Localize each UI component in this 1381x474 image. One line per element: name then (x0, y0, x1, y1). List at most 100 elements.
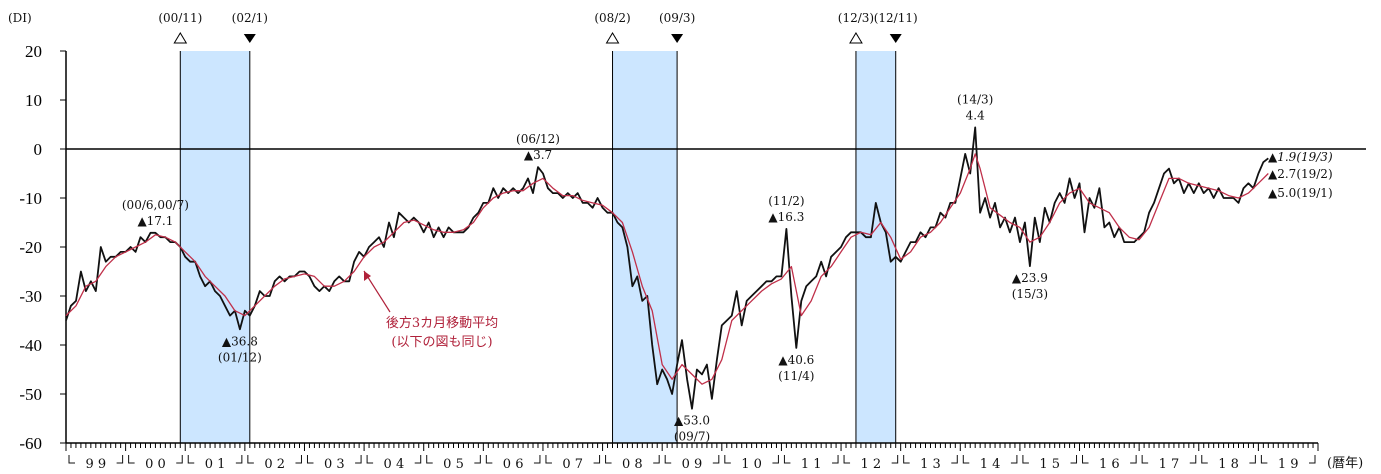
year-bracket-right (533, 455, 541, 464)
year-bracket-left (843, 455, 851, 464)
annotation: ▲36.8 (01/12) (218, 334, 262, 364)
annotation-value: ▲40.6 (778, 353, 814, 367)
trough-date-label: (02/1) (232, 11, 268, 25)
annotation-value: ▲16.3 (768, 210, 804, 224)
year-bracket-right (832, 455, 839, 464)
annotation-date: (11/4) (778, 369, 814, 383)
annotation-date: (11/2) (768, 194, 804, 208)
y-tick-label: -60 (19, 434, 42, 453)
y-tick-label: 20 (25, 42, 42, 61)
year-bracket-right (235, 455, 243, 464)
x-year-label-group: 1 5 (1022, 455, 1078, 472)
year-bracket-right (653, 455, 660, 464)
year-bracket-left (426, 455, 433, 464)
year-bracket-right (1189, 455, 1197, 464)
x-year-label: 0 8 (622, 457, 643, 472)
x-year-label-group: 1 4 (962, 455, 1018, 472)
x-year-label: 0 9 (682, 457, 703, 472)
peak-marker-icon (173, 32, 188, 44)
x-year-label: 0 1 (205, 457, 226, 472)
x-year-label-group: 0 6 (485, 455, 541, 472)
year-bracket-right (355, 455, 362, 464)
annotation-value: ▲3.7 (524, 148, 552, 162)
trough-date-label: (09/3) (659, 11, 695, 25)
x-year-label-group: 0 5 (426, 455, 481, 472)
annotation-value: ▲36.8 (222, 334, 258, 348)
annotation-date: (01/12) (218, 350, 262, 364)
x-year-label-group: 1 8 (1201, 455, 1256, 472)
end-value-label: ▲5.0(19/1) (1268, 186, 1333, 200)
year-bracket-right (772, 455, 779, 464)
annotation-date: (15/3) (1012, 287, 1048, 301)
x-year-label-group: 0 4 (366, 455, 422, 472)
chart-labels: (00/6,00/7) ▲17.1 ▲36.8 (01/12) (06/12) ▲3.7 ▲… (122, 92, 1333, 443)
year-bracket-left (605, 455, 612, 464)
year-bracket-right (414, 455, 422, 464)
year-bracket-left (306, 455, 314, 464)
x-year-label: 0 4 (384, 457, 405, 472)
year-bracket-left (128, 455, 135, 464)
x-year-label-group: 1 6 (1082, 455, 1137, 472)
recession-bands: (00/11) (02/1) (08/2) (09/3) (12/3) (12/11) (158, 11, 918, 443)
year-bracket-right (1010, 455, 1018, 464)
annotation: (11/2) ▲16.3 (768, 194, 804, 224)
peak-marker-icon (605, 32, 620, 44)
y-tick-label: -40 (19, 336, 42, 355)
recession-band (180, 51, 250, 443)
moving-average-line (65, 153, 1269, 385)
y-tick-label: 10 (25, 91, 42, 110)
x-year-label-group: 1 0 (724, 455, 779, 472)
annotation: (14/3) 4.4 (957, 92, 993, 122)
annotation-value: ▲23.9 (1012, 271, 1048, 285)
annotation-value: ▲53.0 (674, 414, 710, 428)
x-year-label-group: 0 8 (605, 455, 660, 472)
year-bracket-left (724, 455, 731, 464)
y-tick-label: -30 (19, 287, 42, 306)
year-bracket-right (474, 455, 481, 464)
year-bracket-left (485, 455, 493, 464)
annotation-value: 4.4 (966, 108, 985, 122)
year-bracket-right (1070, 455, 1078, 464)
x-year-label: 1 1 (801, 457, 822, 472)
x-year-label: 0 5 (443, 457, 464, 472)
y-tick-label: 0 (34, 140, 43, 159)
series-lines (65, 126, 1269, 410)
annotation: ▲23.9 (15/3) (1012, 271, 1048, 301)
recession-band (855, 51, 896, 443)
year-bracket-right (295, 455, 302, 464)
end-value-label: ▲2.7(19/2) (1268, 167, 1333, 181)
peak-marker-icon (849, 32, 863, 44)
year-bracket-left (1201, 455, 1208, 464)
annotation-date: (14/3) (957, 92, 993, 106)
year-bracket-left (962, 455, 970, 464)
x-year-label: 0 7 (562, 457, 583, 472)
x-year-label-group: 9 9 (68, 455, 124, 472)
x-year-label: 0 3 (324, 457, 345, 472)
x-year-label-group: 1 9 (1260, 455, 1316, 472)
year-bracket-left (366, 455, 374, 464)
moving-average-note: 後方3カ月移動平均 (386, 315, 498, 331)
x-year-label: 1 5 (1039, 457, 1060, 472)
axes: 20 10 0 -10 -20 -30 -40 -50 -60 (DI) 9 9 0 0 0 1 0 2 0… (8, 11, 1366, 472)
x-axis-label: (暦年) (1327, 456, 1363, 471)
annotation: (00/6,00/7) ▲17.1 (122, 198, 189, 228)
year-bracket-right (116, 455, 124, 464)
y-tick-label: -10 (19, 189, 42, 208)
x-year-label: 1 8 (1218, 457, 1239, 472)
peak-date-label: (12/3) (838, 11, 874, 25)
year-bracket-right (951, 455, 958, 464)
year-bracket-right (593, 455, 601, 464)
recession-band (612, 51, 678, 443)
x-year-label-group: 0 1 (187, 455, 243, 472)
x-year-label: 0 6 (503, 457, 524, 472)
moving-average-note-sub: (以下の図も同じ) (391, 335, 492, 350)
x-year-label-group: 1 2 (843, 455, 899, 472)
year-bracket-left (68, 455, 75, 464)
year-bracket-right (176, 455, 183, 464)
trough-date-label: (12/11) (874, 11, 918, 25)
annotation: ▲40.6 (11/4) (778, 353, 814, 383)
annotation-date: (00/6,00/7) (122, 198, 189, 212)
year-bracket-left (187, 455, 195, 464)
year-bracket-left (1022, 455, 1029, 464)
x-year-label: 1 2 (861, 457, 882, 472)
